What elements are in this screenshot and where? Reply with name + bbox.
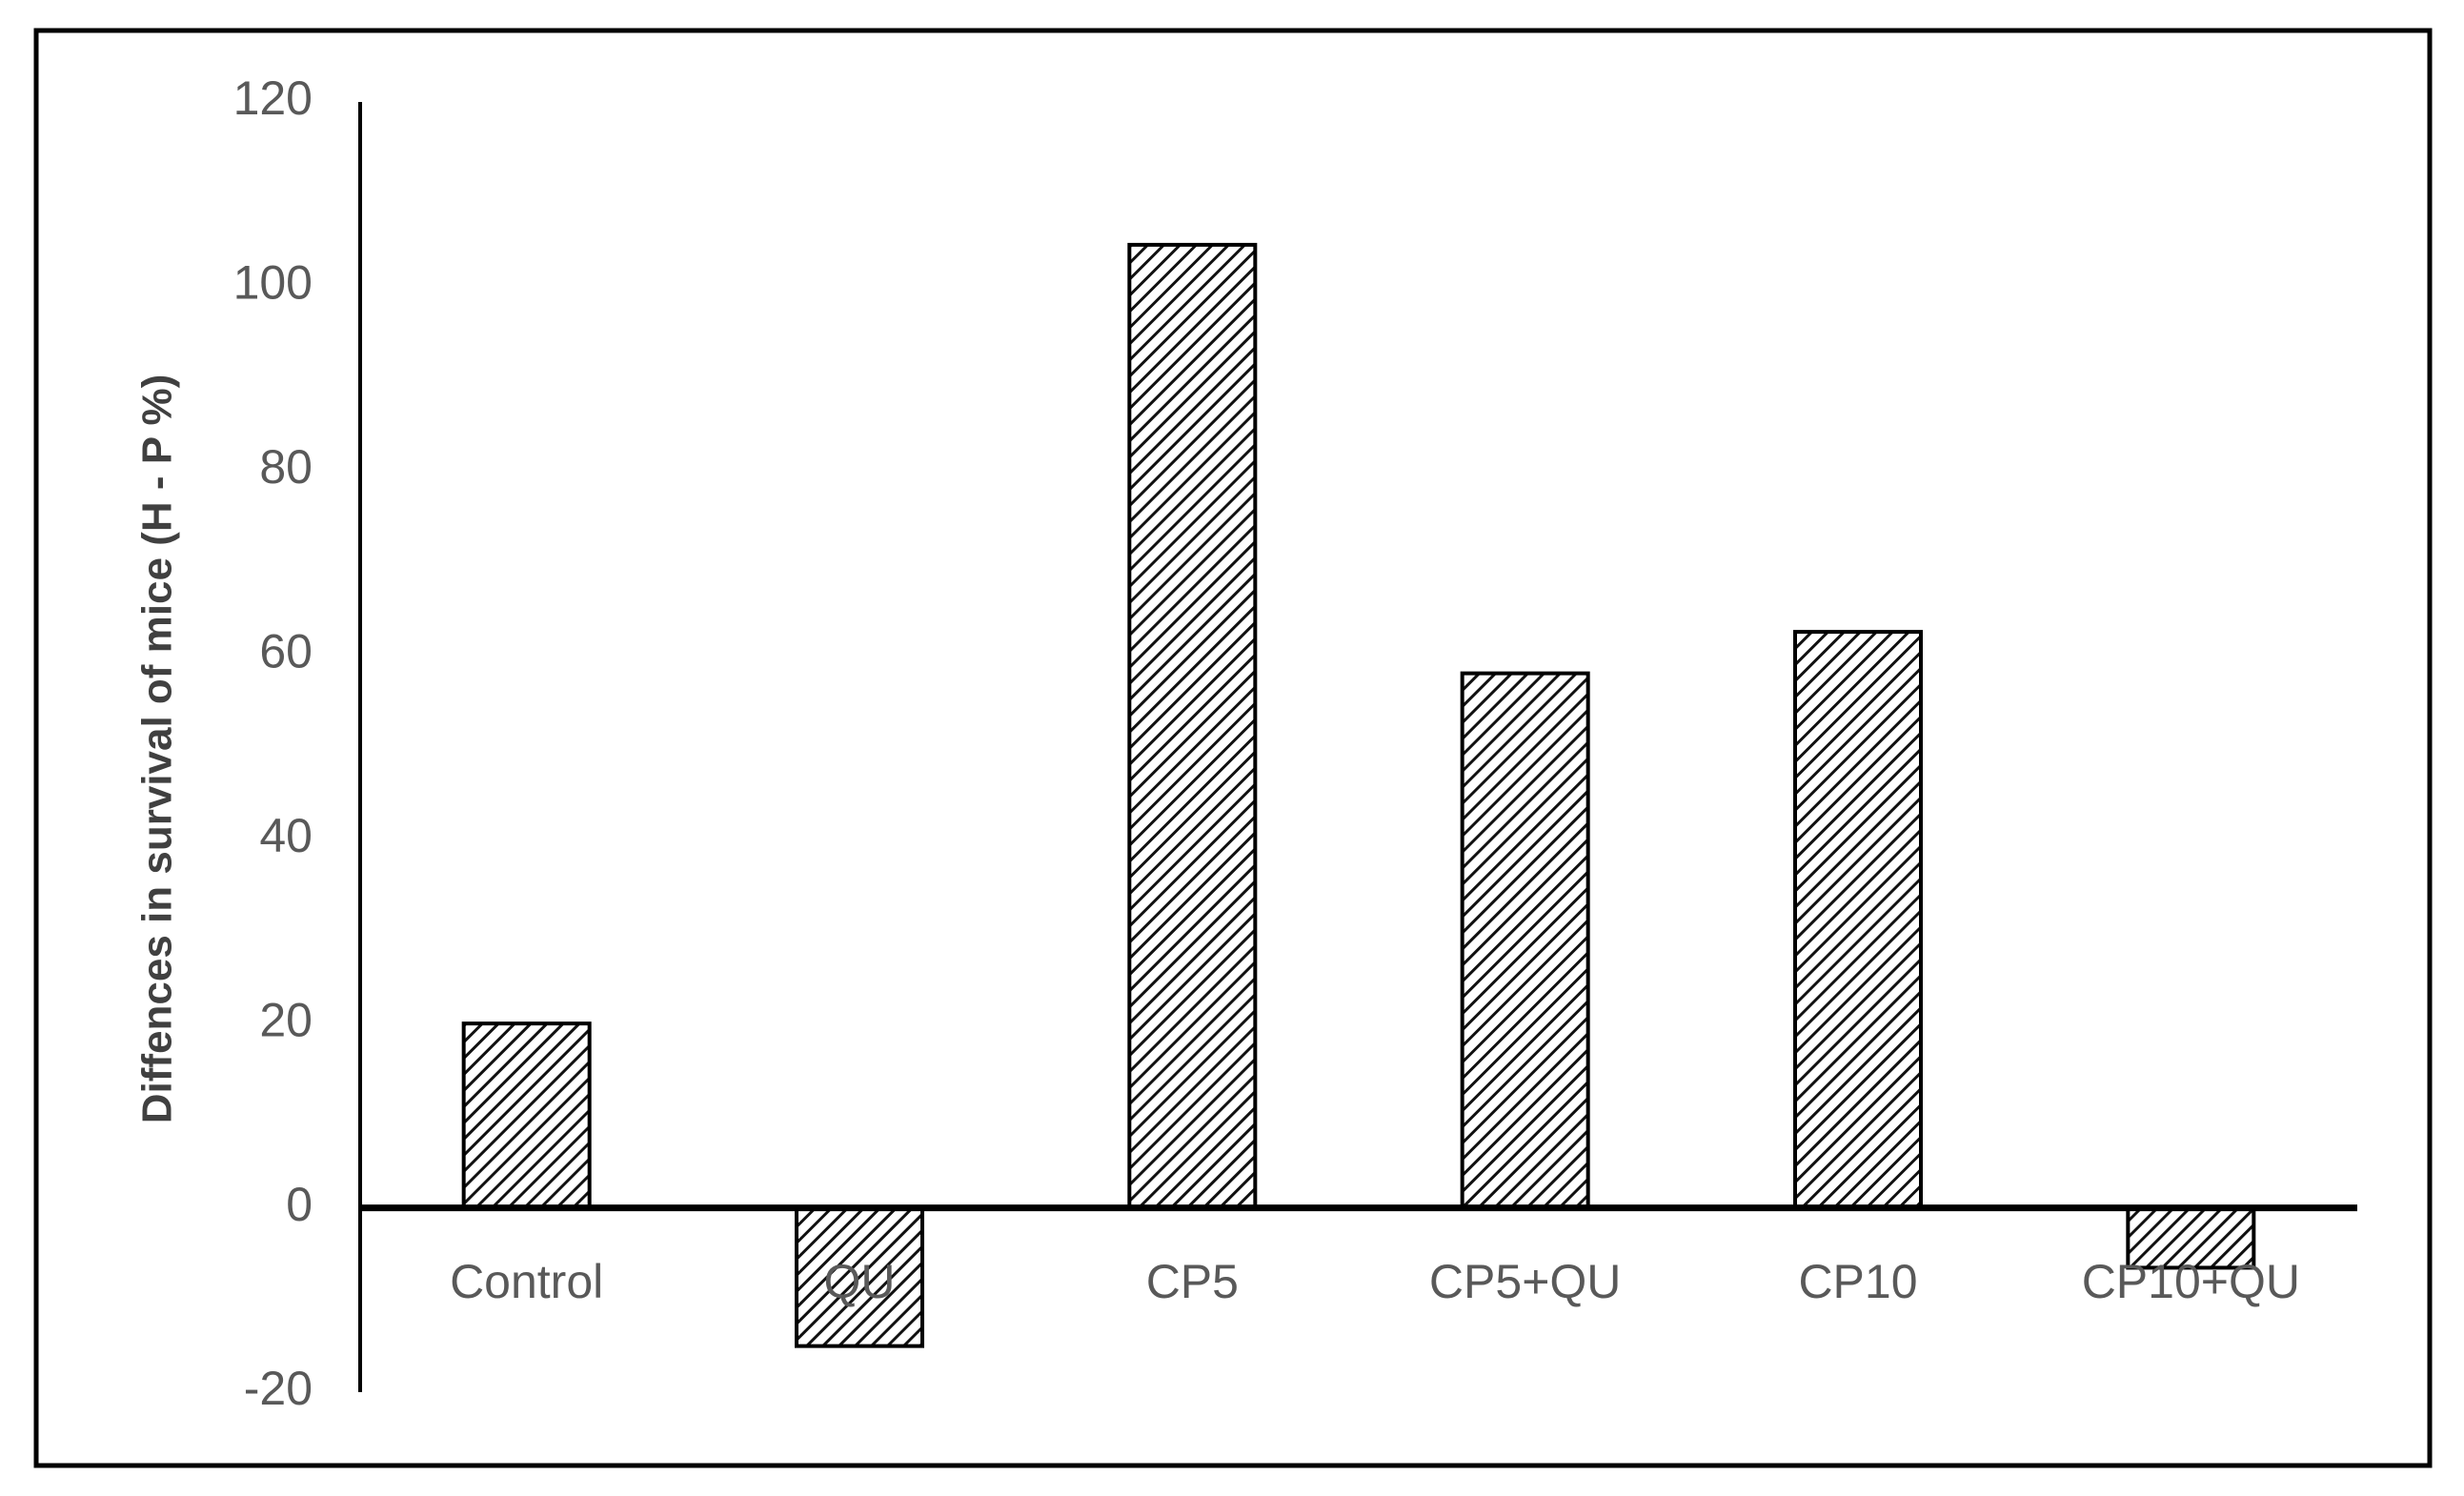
y-tick-label: 120: [233, 71, 313, 125]
y-tick-label: 80: [259, 440, 313, 494]
y-tick-label: 0: [286, 1178, 313, 1231]
x-tick-label: CP10: [1798, 1255, 1917, 1308]
y-tick-label: 100: [233, 256, 313, 310]
y-tick-label: 60: [259, 624, 313, 677]
x-tick-label: Control: [450, 1255, 603, 1308]
x-tick-label: QU: [824, 1255, 896, 1308]
bar: [1127, 242, 1258, 1210]
bar: [1793, 630, 1923, 1210]
y-tick-label: 20: [259, 993, 313, 1046]
x-tick-label: CP5+QU: [1429, 1255, 1621, 1308]
x-tick-label: CP10+QU: [2082, 1255, 2300, 1308]
x-tick-label: CP5: [1146, 1255, 1239, 1308]
bar: [461, 1021, 592, 1210]
bar: [795, 1205, 924, 1348]
y-tick-label: -20: [244, 1362, 313, 1415]
bar: [1460, 671, 1590, 1210]
y-axis-title: Diffences in survival of mice (H - P %): [134, 374, 181, 1124]
y-tick-label: 40: [259, 809, 313, 862]
